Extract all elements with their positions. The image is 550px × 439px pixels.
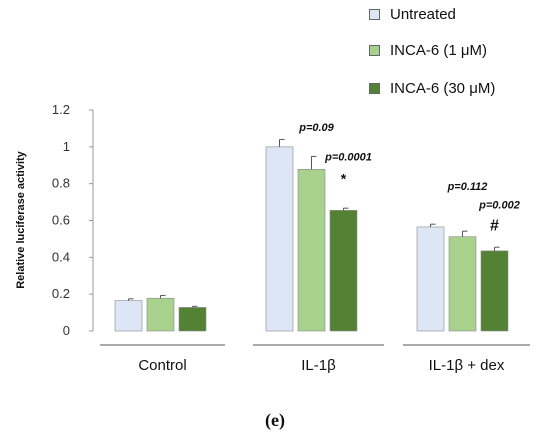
bar xyxy=(265,146,294,332)
significance-marker: * xyxy=(341,171,347,187)
legend-swatch xyxy=(369,83,380,94)
bar xyxy=(114,300,143,332)
legend-swatch xyxy=(369,45,380,56)
y-tick-label: 0.2 xyxy=(52,286,70,301)
bar xyxy=(329,210,358,332)
y-tick-label: 0.8 xyxy=(52,176,70,191)
category-label: IL-1β + dex xyxy=(429,357,505,374)
legend-swatch xyxy=(369,9,380,20)
panel-label: (e) xyxy=(265,410,285,430)
p-value-annotation: p=0.112 xyxy=(447,181,488,193)
p-value-annotation: p=0.09 xyxy=(298,122,334,134)
p-value-annotation: p=0.0001 xyxy=(324,152,372,164)
bar xyxy=(416,226,445,332)
y-tick-label: 1.2 xyxy=(52,102,70,117)
y-tick-label: 0 xyxy=(63,323,70,338)
y-tick-label: 0.6 xyxy=(52,213,70,228)
category-label: IL-1β xyxy=(301,357,336,374)
bar-chart: 0 0.2 0.4 0.6 0.8 1 1.2 Relative luciferase act… xyxy=(15,102,530,374)
legend-label: INCA-6 (30 μM) xyxy=(390,80,496,97)
bar xyxy=(146,297,175,332)
legend-item: INCA-6 (30 μM) xyxy=(369,80,495,97)
legend-item: INCA-6 (1 μM) xyxy=(369,42,487,59)
category-label: Control xyxy=(138,357,186,374)
bar xyxy=(448,236,477,332)
p-value-annotation: p=0.002 xyxy=(478,200,520,212)
bar xyxy=(178,307,207,332)
legend-label: Untreated xyxy=(390,6,456,23)
legend-item: Untreated xyxy=(369,6,456,23)
legend-label: INCA-6 (1 μM) xyxy=(390,42,487,59)
bar xyxy=(480,250,509,332)
y-axis-title: Relative luciferase activity xyxy=(15,150,27,288)
bar xyxy=(297,169,326,332)
y-tick-label: 0.4 xyxy=(52,249,70,264)
significance-marker: # xyxy=(490,218,499,235)
y-tick-label: 1 xyxy=(63,139,70,154)
